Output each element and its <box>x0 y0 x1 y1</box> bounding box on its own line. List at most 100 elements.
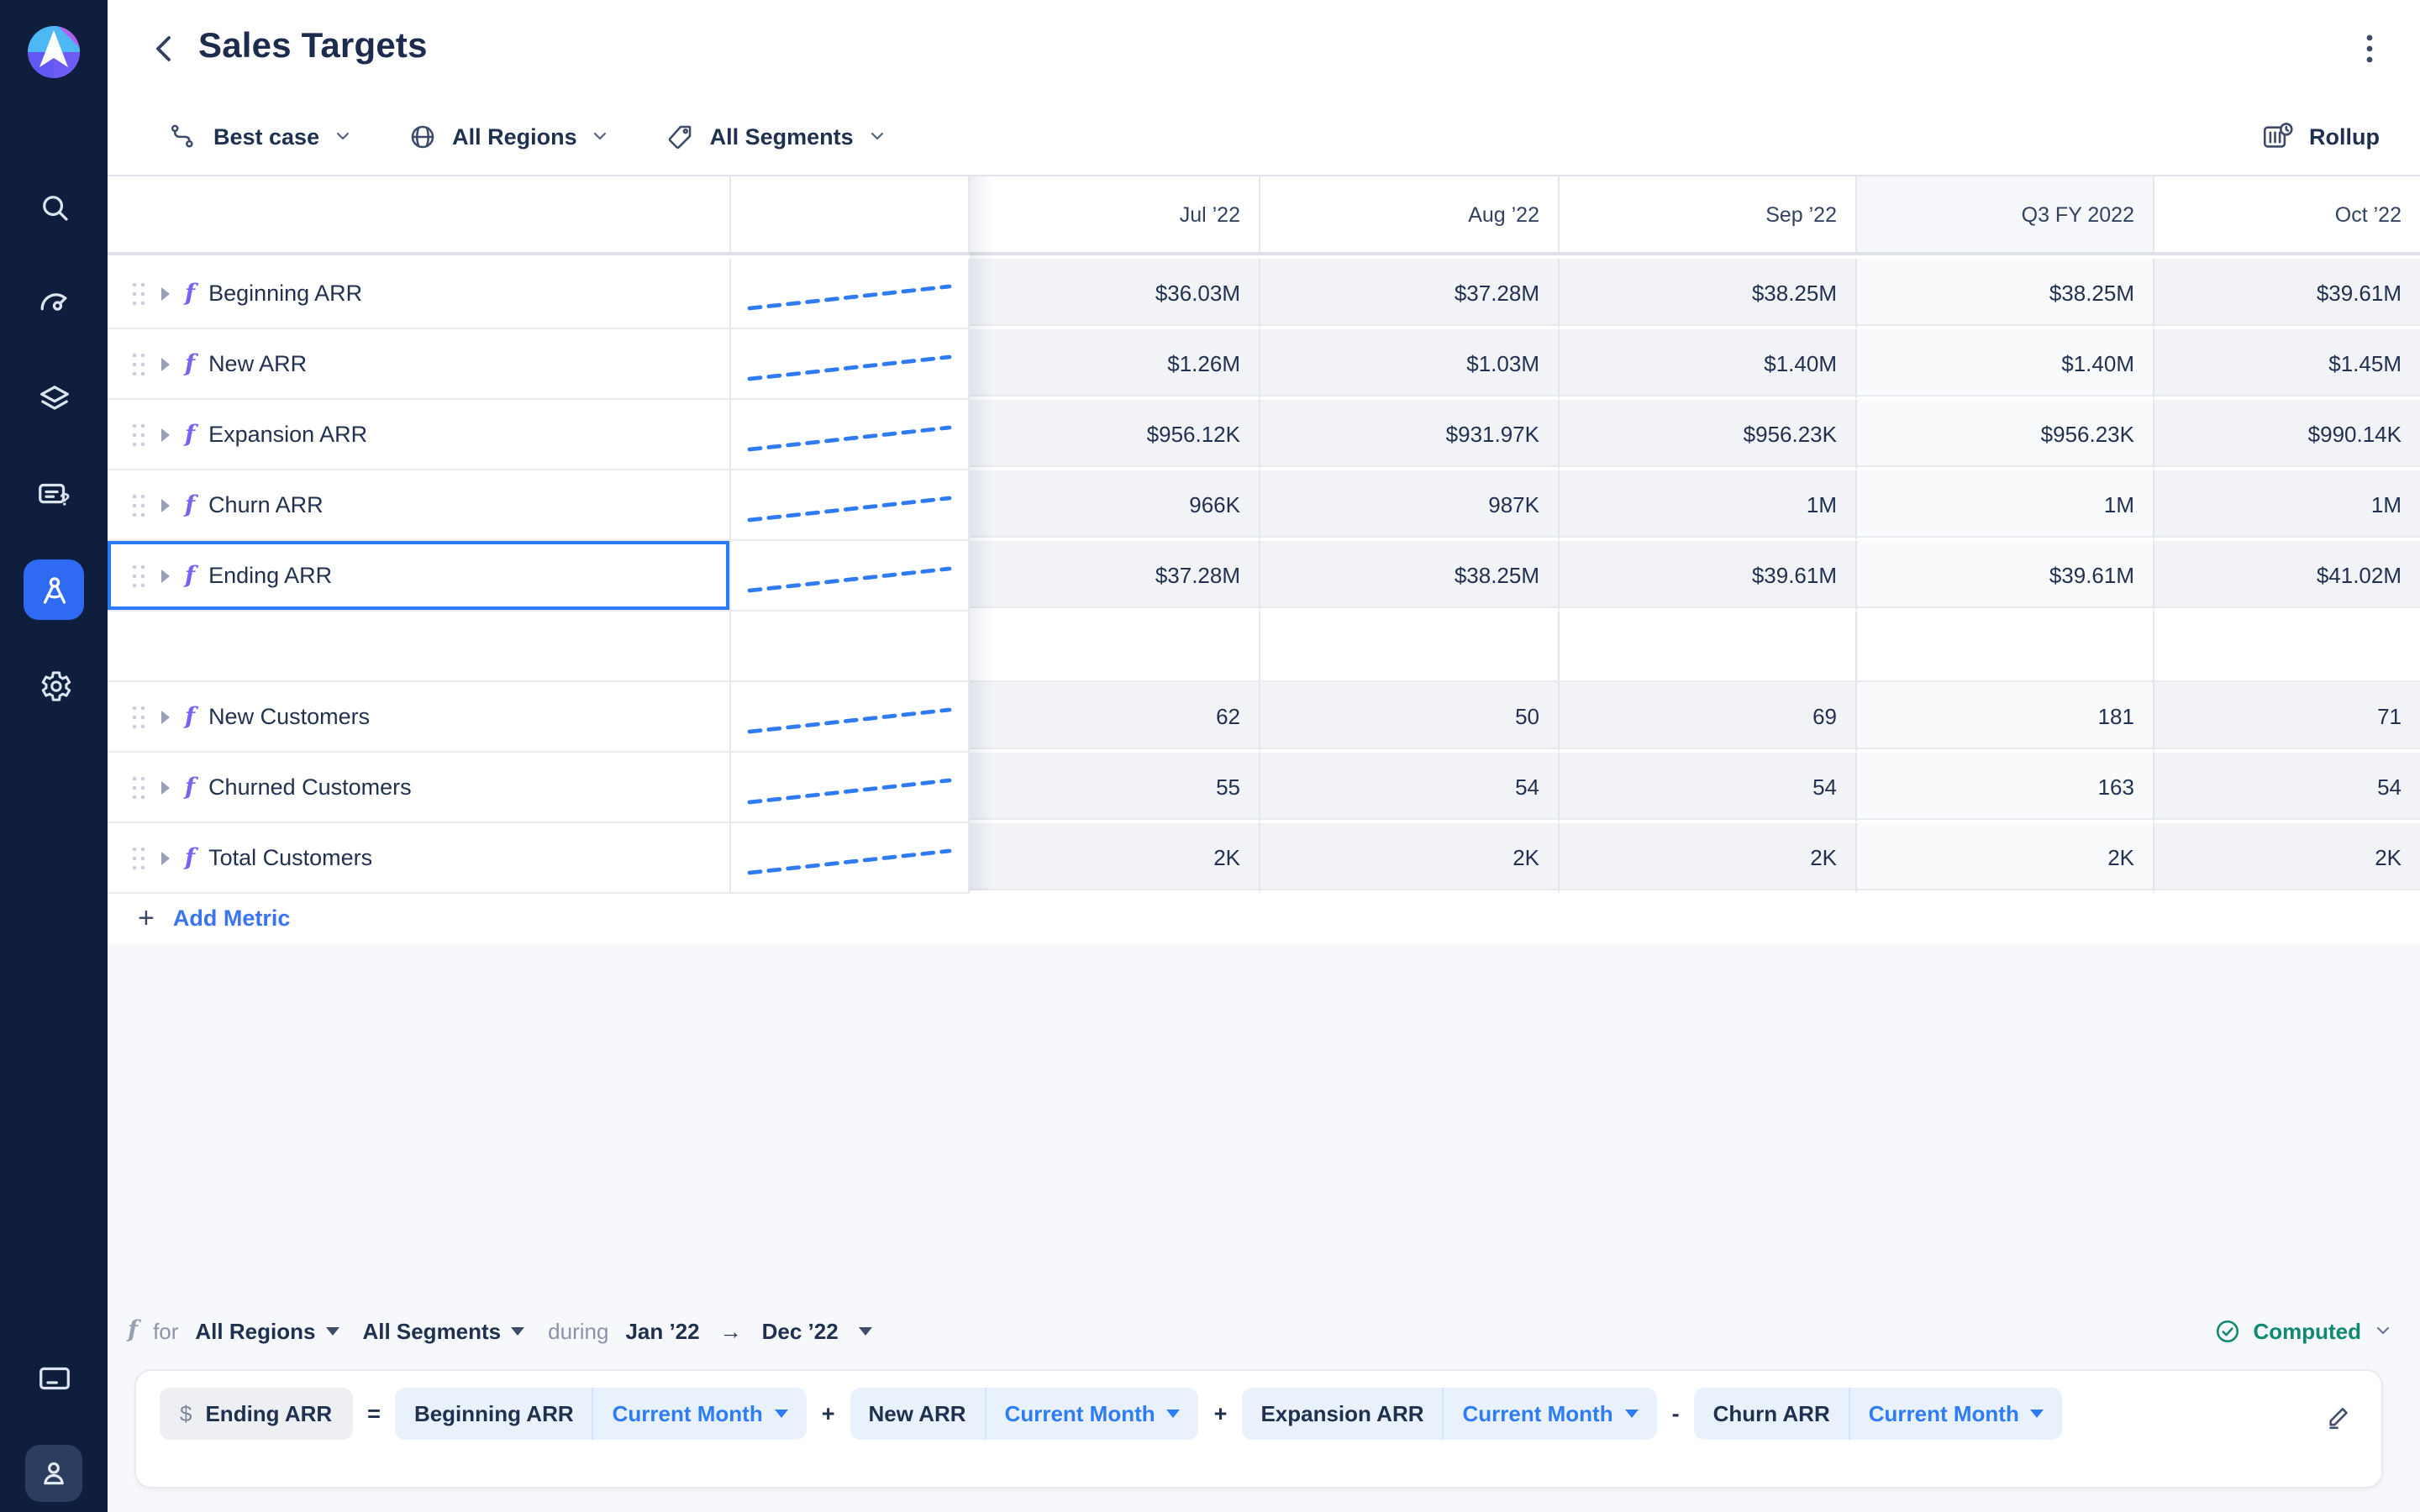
sparkline-cell[interactable] <box>731 329 970 400</box>
value-cell[interactable]: 1M <box>1560 470 1857 541</box>
value-cell[interactable]: 163 <box>1857 753 2154 823</box>
term-metric-name[interactable]: Expansion ARR <box>1260 1401 1424 1426</box>
term-modifier-dropdown[interactable]: Current Month <box>1444 1388 1657 1440</box>
value-cell[interactable]: 1M <box>2154 470 2420 541</box>
value-cell[interactable]: $37.28M <box>970 541 1260 612</box>
column-header[interactable]: Q3 FY 2022 <box>1857 176 2154 252</box>
expand-caret-icon[interactable] <box>161 357 170 370</box>
formula-term-chip[interactable]: Beginning ARR Current Month <box>395 1388 807 1440</box>
value-cell[interactable]: 50 <box>1260 682 1560 753</box>
settings-gear-icon[interactable] <box>24 655 84 716</box>
value-cell[interactable]: 62 <box>970 682 1260 753</box>
more-options-kebab-icon[interactable] <box>2349 29 2390 69</box>
value-cell[interactable]: $38.25M <box>1260 541 1560 612</box>
value-cell[interactable]: 54 <box>2154 753 2420 823</box>
metric-label-cell[interactable]: f Churn ARR <box>108 470 731 541</box>
drag-handle-icon[interactable] <box>131 280 146 307</box>
value-cell[interactable]: $38.25M <box>1857 259 2154 329</box>
column-header[interactable]: Oct ’22 <box>2334 202 2402 226</box>
metric-label-cell[interactable]: f Churned Customers <box>108 753 731 823</box>
value-cell[interactable]: $1.40M <box>1857 329 2154 400</box>
formula-editor[interactable]: $ Ending ARR = Beginning ARR Current Mon… <box>134 1369 2383 1488</box>
drag-handle-icon[interactable] <box>131 562 146 589</box>
value-cell[interactable] <box>1857 612 2154 682</box>
sparkline-cell[interactable] <box>731 541 970 612</box>
value-cell[interactable]: $956.23K <box>1857 400 2154 470</box>
drag-handle-icon[interactable] <box>131 491 146 518</box>
value-cell[interactable]: $38.25M <box>1560 259 1857 329</box>
value-cell[interactable]: 2K <box>1260 823 1560 894</box>
metric-label-cell[interactable]: f New ARR <box>108 329 731 400</box>
value-cell[interactable]: $931.97K <box>1260 400 1560 470</box>
drag-handle-icon[interactable] <box>131 844 146 871</box>
segments-dropdown[interactable]: All Segments <box>665 120 887 152</box>
feedback-help-icon[interactable]: ? <box>24 464 84 524</box>
rollup-button[interactable]: Rollup <box>2260 97 2380 176</box>
value-cell[interactable]: 2K <box>1857 823 2154 894</box>
value-cell[interactable]: 1M <box>1857 470 2154 541</box>
formula-term-chip[interactable]: Expansion ARR Current Month <box>1242 1388 1657 1440</box>
term-metric-name[interactable]: New ARR <box>868 1401 966 1426</box>
value-cell[interactable]: 2K <box>970 823 1260 894</box>
value-cell[interactable]: 71 <box>2154 682 2420 753</box>
value-cell[interactable]: $1.03M <box>1260 329 1560 400</box>
expand-caret-icon[interactable] <box>161 286 170 300</box>
sparkline-cell[interactable] <box>731 682 970 753</box>
value-cell[interactable]: $990.14K <box>2154 400 2420 470</box>
context-regions-dropdown[interactable]: All Regions <box>195 1318 339 1343</box>
value-cell[interactable]: 55 <box>970 753 1260 823</box>
column-header[interactable]: Aug ’22 <box>1260 176 1560 252</box>
value-cell[interactable]: $39.61M <box>1560 541 1857 612</box>
value-cell[interactable]: $1.26M <box>970 329 1260 400</box>
metric-label-cell[interactable]: f Ending ARR <box>108 541 731 612</box>
value-cell[interactable]: $36.03M <box>970 259 1260 329</box>
value-cell[interactable]: 181 <box>1857 682 2154 753</box>
context-segments-dropdown[interactable]: All Segments <box>362 1318 525 1343</box>
term-metric-name[interactable]: Beginning ARR <box>413 1401 574 1426</box>
term-modifier-dropdown[interactable]: Current Month <box>594 1388 807 1440</box>
edit-pencil-icon[interactable] <box>2324 1401 2354 1431</box>
value-cell[interactable]: 966K <box>970 470 1260 541</box>
drag-handle-icon[interactable] <box>131 774 146 801</box>
expand-caret-icon[interactable] <box>161 569 170 582</box>
chevron-down-icon[interactable] <box>2373 1320 2393 1341</box>
value-cell[interactable] <box>2154 612 2420 682</box>
value-cell[interactable]: 54 <box>1560 753 1857 823</box>
expand-caret-icon[interactable] <box>161 498 170 512</box>
formula-term-chip[interactable]: Churn ARR Current Month <box>1694 1388 2063 1440</box>
metric-label-cell[interactable]: f <box>108 612 731 682</box>
layers-icon[interactable] <box>24 368 84 428</box>
add-metric-button[interactable]: + Add Metric <box>138 894 290 941</box>
expand-caret-icon[interactable] <box>161 710 170 723</box>
expand-caret-icon[interactable] <box>161 780 170 794</box>
value-cell[interactable]: $41.02M <box>2154 541 2420 612</box>
console-panel-icon[interactable] <box>24 1347 84 1408</box>
search-icon[interactable] <box>24 176 84 237</box>
value-cell[interactable] <box>970 612 1260 682</box>
sparkline-cell[interactable] <box>731 823 970 894</box>
value-cell[interactable]: 69 <box>1560 682 1857 753</box>
expand-caret-icon[interactable] <box>161 428 170 441</box>
drag-handle-icon[interactable] <box>131 421 146 448</box>
models-compass-icon[interactable] <box>24 559 84 620</box>
expand-caret-icon[interactable] <box>161 851 170 864</box>
term-metric-name[interactable]: Churn ARR <box>1712 1401 1830 1426</box>
value-cell[interactable] <box>1260 612 1560 682</box>
value-cell[interactable]: 2K <box>2154 823 2420 894</box>
dashboard-gauge-icon[interactable] <box>24 272 84 333</box>
formula-target-chip[interactable]: $ Ending ARR <box>160 1388 353 1440</box>
value-cell[interactable]: $1.45M <box>2154 329 2420 400</box>
value-cell[interactable]: $37.28M <box>1260 259 1560 329</box>
sparkline-cell[interactable] <box>731 259 970 329</box>
drag-handle-icon[interactable] <box>131 703 146 730</box>
term-modifier-dropdown[interactable]: Current Month <box>1850 1388 2063 1440</box>
value-cell[interactable]: 987K <box>1260 470 1560 541</box>
sparkline-cell[interactable] <box>731 400 970 470</box>
scenario-dropdown[interactable]: Best case <box>168 120 353 152</box>
sparkline-cell[interactable] <box>731 612 970 682</box>
formula-term-chip[interactable]: New ARR Current Month <box>850 1388 1199 1440</box>
metric-label-cell[interactable]: f New Customers <box>108 682 731 753</box>
value-cell[interactable]: $39.61M <box>1857 541 2154 612</box>
value-cell[interactable] <box>1560 612 1857 682</box>
sparkline-cell[interactable] <box>731 753 970 823</box>
